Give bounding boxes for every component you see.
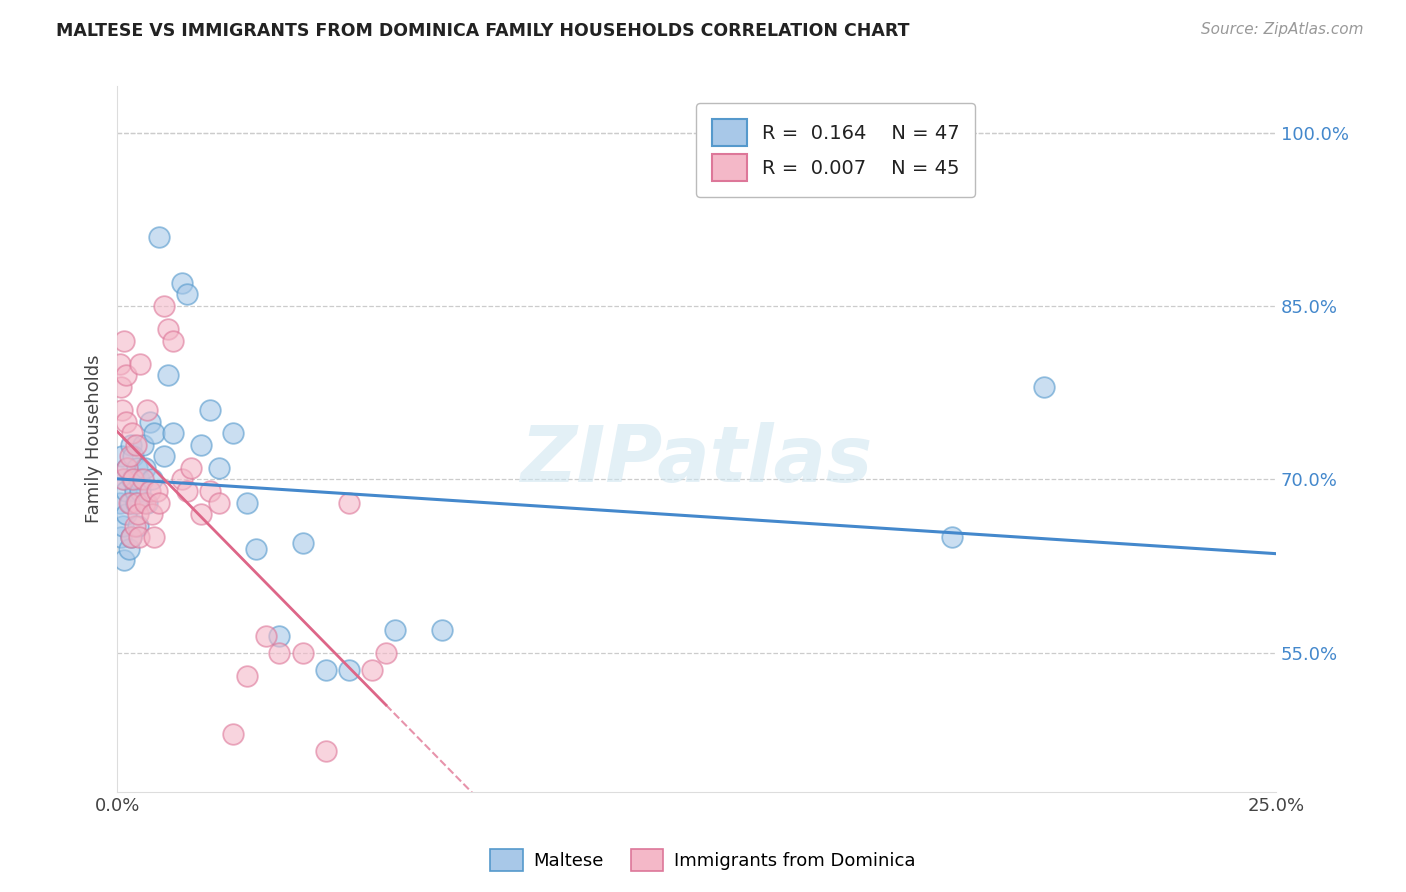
Legend: Maltese, Immigrants from Dominica: Maltese, Immigrants from Dominica	[484, 842, 922, 879]
Point	[136, 495, 159, 509]
Point	[180, 461, 202, 475]
Point	[157, 368, 180, 383]
Point	[114, 484, 136, 499]
Point	[157, 322, 180, 336]
Point	[190, 438, 212, 452]
Point	[222, 426, 245, 441]
Point	[172, 473, 194, 487]
Point	[148, 229, 170, 244]
Point	[127, 507, 149, 521]
Point	[190, 507, 212, 521]
Point	[111, 473, 134, 487]
Point	[162, 426, 184, 441]
Point	[941, 530, 963, 544]
Point	[291, 646, 314, 660]
Point	[128, 530, 150, 544]
Point	[148, 495, 170, 509]
Point	[145, 484, 167, 499]
Point	[117, 461, 139, 475]
Point	[134, 461, 156, 475]
Point	[111, 518, 134, 533]
Point	[117, 461, 139, 475]
Point	[176, 287, 198, 301]
Point	[110, 380, 132, 394]
Point	[120, 450, 142, 464]
Point	[118, 495, 141, 509]
Point	[125, 438, 148, 452]
Point	[1033, 380, 1056, 394]
Legend: R =  0.164    N = 47, R =  0.007    N = 45: R = 0.164 N = 47, R = 0.007 N = 45	[696, 103, 976, 197]
Point	[136, 403, 159, 417]
Point	[131, 438, 153, 452]
Point	[129, 357, 152, 371]
Point	[115, 507, 138, 521]
Point	[120, 530, 142, 544]
Point	[236, 669, 259, 683]
Point	[108, 495, 131, 509]
Point	[315, 663, 337, 677]
Point	[375, 646, 398, 660]
Point	[162, 334, 184, 348]
Point	[129, 484, 152, 499]
Point	[208, 495, 231, 509]
Point	[337, 495, 360, 509]
Point	[269, 646, 291, 660]
Point	[245, 541, 267, 556]
Point	[134, 495, 156, 509]
Point	[315, 744, 337, 758]
Point	[111, 450, 134, 464]
Point	[121, 426, 143, 441]
Point	[125, 495, 148, 509]
Point	[254, 629, 277, 643]
Point	[143, 530, 166, 544]
Point	[152, 450, 174, 464]
Point	[172, 276, 194, 290]
Point	[112, 473, 135, 487]
Point	[112, 553, 135, 567]
Point	[131, 473, 153, 487]
Point	[361, 663, 384, 677]
Point	[125, 495, 148, 509]
Point	[291, 536, 314, 550]
Point	[121, 473, 143, 487]
Point	[120, 530, 142, 544]
Point	[120, 495, 142, 509]
Point	[115, 415, 138, 429]
Point	[111, 403, 134, 417]
Point	[141, 507, 163, 521]
Point	[141, 473, 163, 487]
Point	[222, 727, 245, 741]
Point	[124, 518, 146, 533]
Point	[120, 438, 142, 452]
Point	[138, 415, 160, 429]
Point	[384, 623, 406, 637]
Point	[118, 541, 141, 556]
Point	[112, 334, 135, 348]
Point	[122, 473, 145, 487]
Point	[430, 623, 453, 637]
Point	[110, 530, 132, 544]
Point	[236, 495, 259, 509]
Point	[198, 484, 221, 499]
Text: MALTESE VS IMMIGRANTS FROM DOMINICA FAMILY HOUSEHOLDS CORRELATION CHART: MALTESE VS IMMIGRANTS FROM DOMINICA FAMI…	[56, 22, 910, 40]
Point	[152, 299, 174, 313]
Point	[122, 450, 145, 464]
Point	[125, 461, 148, 475]
Point	[108, 357, 131, 371]
Point	[198, 403, 221, 417]
Point	[138, 484, 160, 499]
Point	[128, 473, 150, 487]
Text: ZIPatlas: ZIPatlas	[520, 422, 873, 499]
Point	[114, 368, 136, 383]
Text: Source: ZipAtlas.com: Source: ZipAtlas.com	[1201, 22, 1364, 37]
Point	[143, 426, 166, 441]
Point	[269, 629, 291, 643]
Point	[208, 461, 231, 475]
Point	[176, 484, 198, 499]
Point	[337, 663, 360, 677]
Y-axis label: Family Households: Family Households	[86, 355, 103, 524]
Point	[124, 484, 146, 499]
Point	[127, 518, 149, 533]
